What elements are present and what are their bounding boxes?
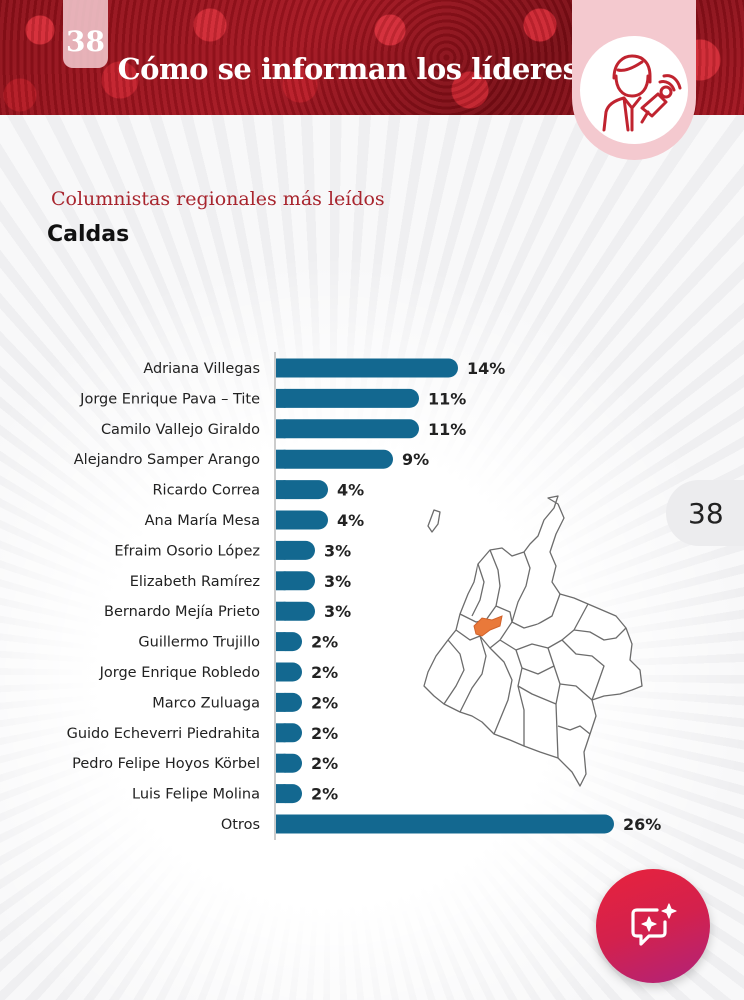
bar-base — [276, 632, 286, 652]
value-label: 2% — [311, 663, 338, 682]
category-label: Jorge Enrique Pava – Tite — [79, 391, 260, 407]
bar-base — [276, 449, 286, 469]
bar — [276, 449, 393, 469]
colombia-map-icon — [423, 495, 643, 787]
bar — [276, 601, 315, 621]
category-label: Luis Felipe Molina — [132, 787, 260, 803]
value-label: 14% — [467, 359, 505, 378]
category-label: Ana María Mesa — [145, 513, 260, 529]
bar-base — [276, 692, 286, 712]
value-label: 11% — [428, 389, 466, 408]
bar-base — [276, 571, 286, 591]
category-label: Efraim Osorio López — [114, 543, 260, 559]
bar-base — [276, 480, 286, 500]
category-label: Elizabeth Ramírez — [130, 574, 260, 590]
value-label: 2% — [311, 785, 338, 804]
category-label: Pedro Felipe Hoyos Körbel — [72, 756, 260, 772]
bar — [276, 388, 419, 408]
value-label: 11% — [428, 420, 466, 439]
background-rays — [0, 115, 744, 1000]
value-label: 26% — [623, 815, 661, 834]
bar-base — [276, 601, 286, 621]
region-title: Caldas — [47, 222, 130, 247]
bar — [276, 571, 315, 591]
bar-base — [276, 419, 286, 439]
value-label: 2% — [311, 693, 338, 712]
page-title: Cómo se informan los líderes — [117, 52, 579, 86]
bar-base — [276, 814, 286, 834]
bar — [276, 419, 419, 439]
bar-base — [276, 540, 286, 560]
bar — [276, 540, 315, 560]
bar-base — [276, 662, 286, 682]
bar — [276, 480, 328, 500]
chart-subtitle: Columnistas regionales más leídos — [51, 188, 385, 210]
category-label: Jorge Enrique Robledo — [99, 665, 261, 681]
bar-base — [276, 388, 286, 408]
bar-base — [276, 510, 286, 530]
value-label: 2% — [311, 754, 338, 773]
value-label: 9% — [402, 450, 429, 469]
category-label: Guido Echeverri Piedrahita — [67, 726, 260, 742]
side-page-tab[interactable]: 38 — [666, 480, 744, 546]
category-label: Bernardo Mejía Prieto — [104, 604, 260, 620]
value-label: 4% — [337, 481, 364, 500]
bar-base — [276, 753, 286, 773]
leader-speaking-icon — [580, 36, 688, 144]
chat-sparkle-icon — [631, 903, 677, 946]
chat-sparkle-button[interactable] — [596, 869, 710, 983]
bar — [276, 358, 458, 378]
category-label: Otros — [221, 817, 260, 833]
category-label: Guillermo Trujillo — [138, 635, 260, 651]
value-label: 3% — [324, 541, 351, 560]
category-label: Marco Zuluaga — [152, 695, 260, 711]
section-icon-badge — [572, 0, 696, 160]
value-label: 3% — [324, 572, 351, 591]
value-label: 3% — [324, 602, 351, 621]
value-label: 2% — [311, 724, 338, 743]
bar — [276, 510, 328, 530]
page-number: 38 — [66, 24, 105, 58]
bar-base — [276, 784, 286, 804]
caldas-highlight — [473, 615, 503, 637]
category-label: Ricardo Correa — [152, 483, 260, 499]
bar-base — [276, 358, 286, 378]
value-label: 2% — [311, 633, 338, 652]
bar — [276, 814, 614, 834]
page-number-tab: 38 — [63, 0, 108, 68]
category-label: Alejandro Samper Arango — [74, 452, 260, 468]
category-label: Adriana Villegas — [143, 361, 260, 377]
value-label: 4% — [337, 511, 364, 530]
bar-base — [276, 723, 286, 743]
side-page-number: 38 — [688, 496, 724, 530]
category-label: Camilo Vallejo Giraldo — [101, 422, 260, 438]
